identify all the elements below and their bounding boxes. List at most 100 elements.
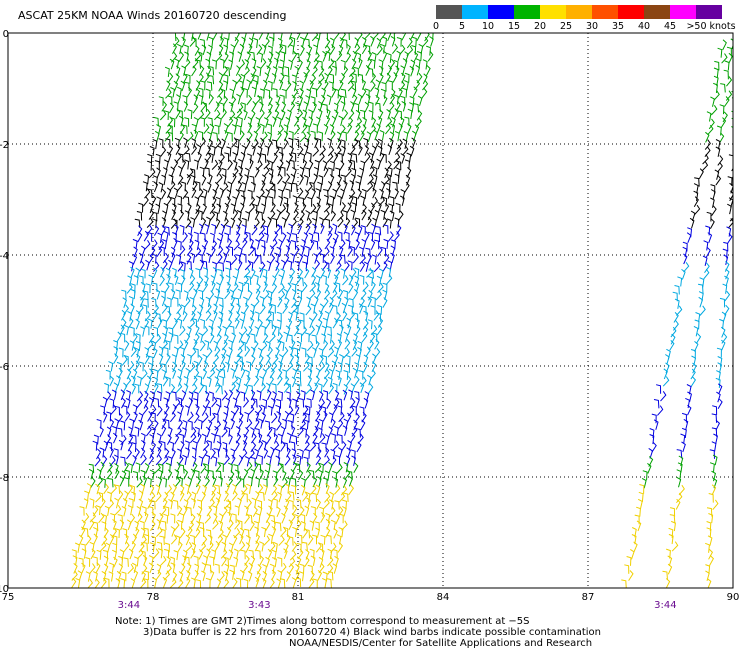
wind-barb: [161, 188, 167, 200]
wind-barb: [99, 541, 107, 552]
wind-barb: [296, 556, 302, 567]
wind-barb: [114, 468, 120, 480]
wind-barb: [186, 174, 192, 185]
wind-barb: [307, 44, 313, 56]
wind-barb: [299, 448, 304, 460]
wind-barb: [251, 497, 257, 508]
wind-barb: [367, 253, 372, 264]
wind-barb: [239, 318, 245, 329]
wind-barb: [148, 506, 154, 516]
wind-barb: [276, 419, 282, 431]
wind-barb: [106, 426, 112, 438]
wind-barb: [337, 174, 343, 186]
wind-barb: [370, 58, 376, 69]
wind-barb: [207, 117, 213, 127]
wind-barb: [96, 476, 103, 487]
wind-barb: [264, 469, 270, 481]
wind-barb: [276, 246, 282, 257]
wind-barb: [128, 548, 134, 560]
wind-barb: [393, 94, 399, 105]
legend-swatch: [670, 5, 696, 19]
wind-barb: [323, 189, 329, 199]
wind-barb: [334, 390, 340, 401]
wind-barb: [283, 375, 290, 386]
wind-barb: [122, 382, 128, 394]
wind-barb: [250, 468, 256, 480]
wind-barb: [122, 528, 128, 538]
wind-barb: [709, 218, 715, 230]
wind-barb: [192, 440, 198, 452]
wind-barb: [189, 362, 196, 373]
wind-barb: [285, 160, 291, 171]
wind-barb: [360, 160, 366, 171]
wind-barb: [347, 260, 353, 271]
wind-barb: [261, 526, 267, 538]
wind-barb: [349, 180, 355, 191]
wind-barb: [252, 339, 259, 351]
wind-barb: [370, 239, 376, 250]
wind-barb: [377, 116, 383, 127]
wind-barb: [327, 571, 334, 581]
wind-barb: [720, 117, 727, 128]
wind-barb: [148, 368, 154, 380]
wind-barb: [332, 317, 339, 329]
wind-barb: [350, 224, 356, 236]
wind-barb: [223, 454, 230, 466]
wind-barb: [245, 534, 251, 546]
wind-barb: [378, 268, 384, 279]
wind-barb: [662, 376, 670, 387]
wind-barb: [382, 95, 388, 106]
wind-barb: [191, 33, 194, 41]
wind-barb: [305, 223, 311, 235]
wind-barb: [705, 246, 711, 258]
wind-barb: [303, 33, 309, 42]
wind-barb: [300, 521, 306, 532]
wind-barb: [342, 290, 348, 300]
wind-barb: [299, 166, 305, 178]
wind-barb: [400, 153, 406, 164]
wind-barb: [340, 188, 345, 199]
wind-barb: [184, 33, 185, 34]
wind-barb: [315, 288, 322, 300]
wind-barb: [326, 534, 332, 545]
wind-barb: [411, 36, 417, 47]
wind-barb: [161, 217, 167, 228]
wind-barb: [149, 484, 155, 496]
wind-barb: [257, 454, 263, 465]
wind-barb: [328, 461, 333, 473]
wind-barb: [376, 324, 383, 336]
wind-barb: [303, 144, 309, 156]
wind-barb: [89, 563, 96, 574]
wind-barb: [134, 448, 140, 459]
wind-barb: [175, 311, 182, 323]
wind-barb: [323, 123, 329, 135]
wind-barb: [308, 289, 316, 300]
wind-barb: [258, 231, 265, 242]
wind-barb: [725, 268, 730, 280]
wind-barb: [224, 563, 230, 575]
wind-barb: [280, 166, 286, 177]
wind-barb: [247, 189, 253, 200]
wind-barb: [348, 310, 355, 321]
wind-barb: [237, 180, 243, 192]
wind-barb: [357, 340, 363, 352]
wind-barb: [223, 44, 229, 56]
wind-barb: [299, 45, 305, 56]
wind-barb: [199, 259, 205, 271]
wind-barb: [83, 498, 89, 509]
wind-barb: [727, 218, 733, 229]
wind-barb: [105, 391, 112, 402]
wind-barb: [695, 333, 702, 344]
wind-barb: [183, 383, 189, 394]
wind-barb: [324, 470, 330, 481]
wind-barb: [396, 37, 402, 47]
wind-barb: [716, 347, 722, 358]
wind-barb: [153, 419, 159, 431]
wind-barb: [282, 369, 287, 380]
wind-barb: [337, 339, 343, 351]
wind-barb: [193, 129, 199, 141]
wind-barb: [173, 274, 179, 286]
wind-barb: [272, 390, 277, 402]
wind-barb: [257, 361, 263, 373]
wind-barb: [312, 223, 317, 235]
